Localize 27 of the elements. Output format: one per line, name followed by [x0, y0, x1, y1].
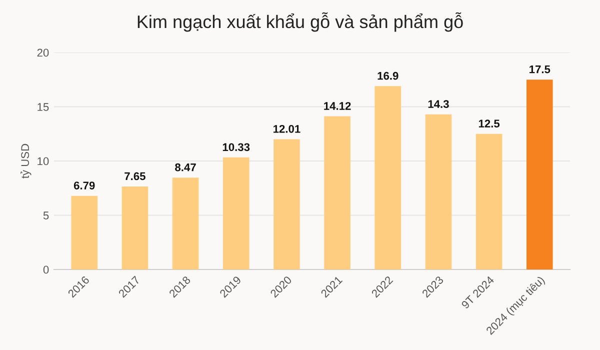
y-tick-label: 10 — [38, 157, 49, 166]
bar — [222, 157, 250, 270]
y-tick-label: 20 — [37, 48, 49, 57]
chart-title: Kim ngạch xuất khẩu gỗ và sản phẩm gỗ — [138, 12, 463, 32]
data-label: 16.9 — [378, 72, 398, 80]
bar — [71, 196, 98, 270]
bar — [172, 178, 199, 270]
bar — [274, 139, 300, 270]
bar — [425, 114, 452, 270]
y-axis-title: tỷ USD — [20, 144, 32, 178]
data-label: 14.3 — [428, 100, 449, 108]
y-tick-label: 15 — [38, 103, 49, 111]
data-label: 12.01 — [274, 124, 300, 133]
y-tick-label: 0 — [43, 266, 49, 274]
bar — [374, 86, 402, 270]
data-label: 17.5 — [530, 66, 550, 74]
data-label: 10.33 — [222, 143, 250, 152]
bar — [526, 80, 553, 270]
data-label: 7.65 — [124, 172, 146, 180]
data-label: 8.47 — [175, 163, 196, 172]
y-tick-label: 5 — [43, 212, 49, 220]
data-label: 12.5 — [478, 120, 500, 128]
bar — [324, 116, 350, 270]
bar — [122, 186, 148, 270]
data-label: 14.12 — [324, 102, 351, 110]
data-label: 6.79 — [74, 182, 95, 190]
bar — [476, 134, 502, 270]
